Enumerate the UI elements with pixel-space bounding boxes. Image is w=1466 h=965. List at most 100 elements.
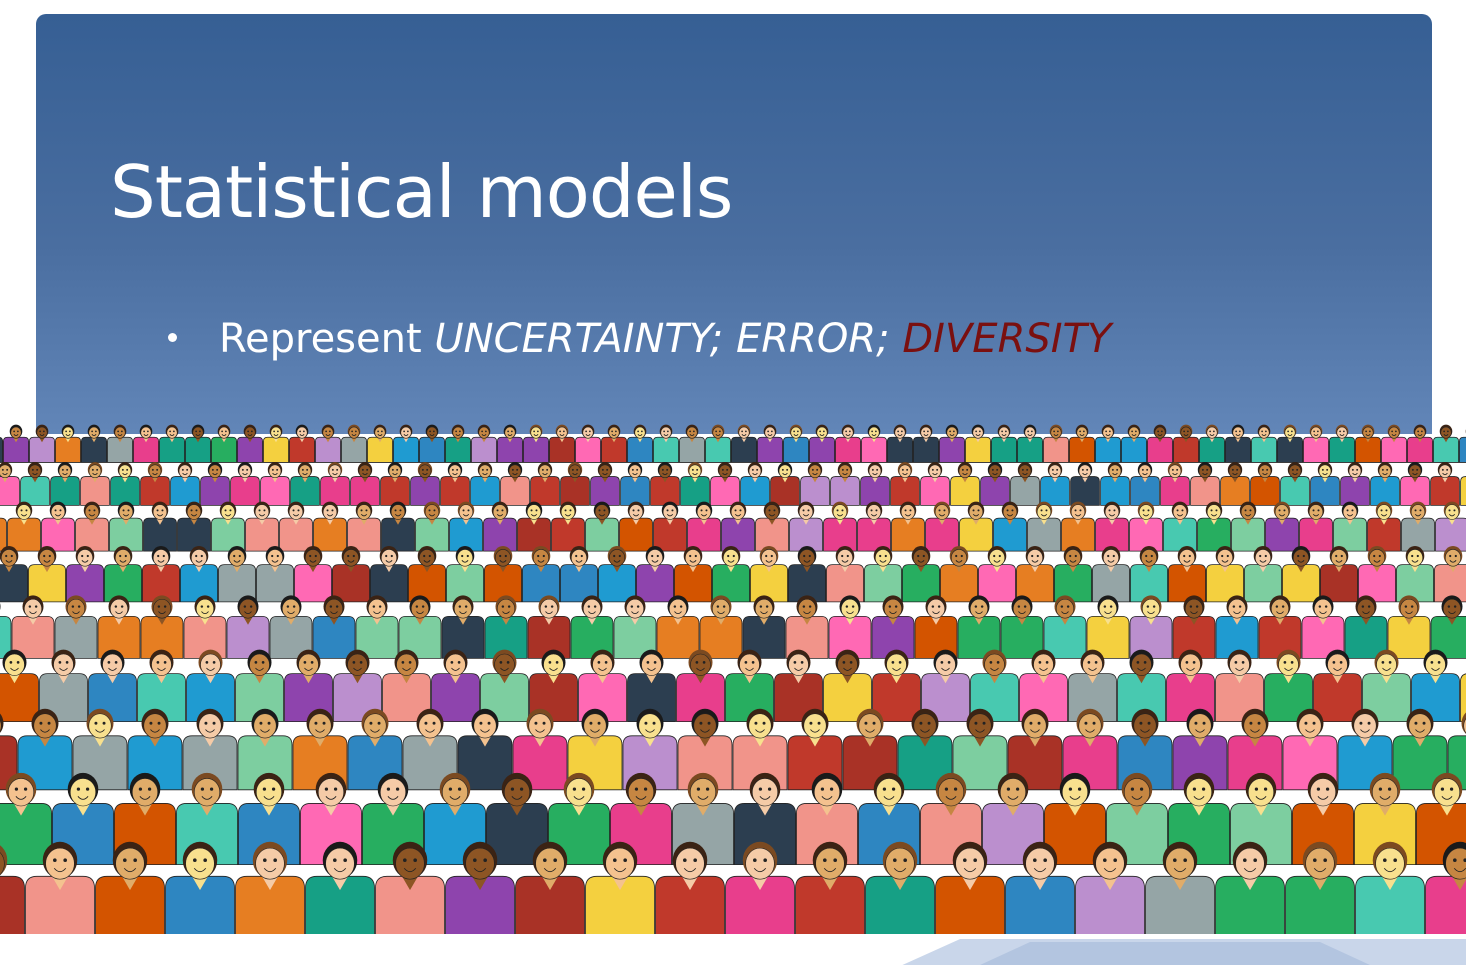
crowd-person (1168, 772, 1230, 866)
crowd-person (1215, 841, 1285, 934)
crowd-person (828, 595, 872, 659)
crowd-person (551, 501, 585, 552)
crowd-person (1160, 462, 1190, 506)
crowd-person (140, 595, 184, 659)
crowd-person (211, 424, 237, 463)
crowd-person (350, 462, 380, 506)
crowd-person (55, 424, 81, 463)
crowd-person (1168, 546, 1206, 603)
crowd-person (497, 424, 523, 463)
crowd-person (137, 649, 186, 722)
crowd-person (445, 841, 515, 934)
crowd-person (1043, 595, 1087, 659)
crowd-person (1430, 462, 1460, 506)
crowd-person (1069, 424, 1095, 463)
bullet-term-diversity: DIVERSITY (902, 316, 1112, 362)
crowd-person (560, 462, 590, 506)
crowd-person (1000, 595, 1044, 659)
crowd-person (182, 708, 238, 791)
crowd-person (613, 595, 657, 659)
crowd-person (1337, 708, 1393, 791)
crowd-person (1280, 462, 1310, 506)
crowd-person (842, 708, 898, 791)
crowd-person (830, 462, 860, 506)
crowd-person (1086, 595, 1130, 659)
crowd-person (0, 603, 12, 659)
crowd-person (1075, 841, 1145, 934)
crowd-person (920, 772, 982, 866)
crowd-person (809, 424, 835, 463)
crowd-person (835, 424, 861, 463)
crowd-person (1130, 462, 1160, 506)
crowd-person (1054, 546, 1092, 603)
crowd-person (393, 424, 419, 463)
crowd-person (570, 595, 614, 659)
crowd-person (952, 708, 1008, 791)
crowd-person (1301, 595, 1345, 659)
crowd-person (237, 424, 263, 463)
crowd-person (1145, 841, 1215, 934)
crowd-person (1121, 424, 1147, 463)
crowd-person (920, 462, 950, 506)
corner-decoration (900, 937, 1466, 965)
crowd-person (1010, 462, 1040, 506)
crowd-person (527, 595, 571, 659)
crowd-person (890, 462, 920, 506)
crowd-person (341, 424, 367, 463)
crowd-person (1320, 546, 1358, 603)
crowd-person (143, 501, 177, 552)
crowd-person (294, 546, 332, 603)
crowd-person (186, 649, 235, 722)
crowd-person (75, 501, 109, 552)
crowd-person (699, 595, 743, 659)
crowd-person (320, 462, 350, 506)
crowd-person (575, 424, 601, 463)
crowd-person (897, 708, 953, 791)
crowd-person (1005, 841, 1075, 934)
crowd-person (650, 462, 680, 506)
crowd-person (446, 546, 484, 603)
crowd-person (1362, 649, 1411, 722)
bullet-item: Represent UNCERTAINTY; ERROR; DIVERSITY (168, 316, 1111, 362)
crowd-person (235, 841, 305, 934)
crowd-person (408, 546, 446, 603)
crowd-person (95, 841, 165, 934)
crowd-person (512, 708, 568, 791)
crowd-person (1310, 462, 1340, 506)
crowd-person (441, 595, 485, 659)
crowd-person (860, 462, 890, 506)
crowd-person (872, 649, 921, 722)
crowd-person (1265, 501, 1299, 552)
crowd-person (269, 595, 313, 659)
crowd-person (1434, 546, 1466, 603)
crowd-person (370, 546, 408, 603)
crowd-person (676, 649, 725, 722)
crowd-person (677, 708, 733, 791)
crowd-person (255, 546, 294, 603)
crowd-person (656, 595, 700, 659)
crowd-person (81, 424, 107, 463)
crowd-person (28, 546, 66, 603)
crowd-person (712, 546, 750, 603)
crowd-person (687, 501, 721, 552)
crowd-person (1344, 595, 1388, 659)
crowd-person (104, 546, 142, 603)
crowd-person (177, 501, 211, 552)
crowd-person (1070, 462, 1100, 506)
crowd-person (165, 841, 235, 934)
crowd-person (211, 501, 245, 552)
crowd-person (449, 501, 483, 552)
crowd-person (1095, 501, 1129, 552)
crowd-person (0, 649, 39, 722)
bullet-term-error: ERROR; (736, 316, 903, 362)
crowd-person (332, 546, 370, 603)
crowd-person (398, 595, 442, 659)
title-banner (36, 14, 1432, 434)
crowd-person (978, 546, 1016, 603)
crowd-person (970, 649, 1019, 722)
crowd-person (1199, 424, 1225, 463)
crowd-person (1282, 546, 1320, 603)
crowd-person (140, 462, 170, 506)
crowd-person (993, 501, 1027, 552)
crowd-person (1299, 501, 1333, 552)
